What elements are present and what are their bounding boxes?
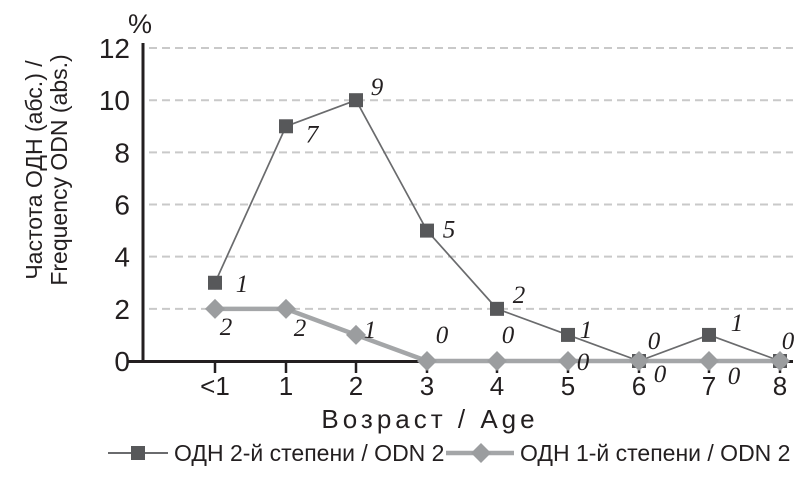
diamond-data-point	[699, 351, 719, 371]
gridlines	[149, 47, 793, 310]
y-tick-label: 4	[114, 242, 130, 273]
x-tick-label: 2	[349, 371, 363, 401]
x-tick-label: 8	[773, 371, 787, 401]
data-point-label: 0	[577, 349, 590, 376]
legend-item-odn1: ОДН 1-й степени / ODN 2	[446, 440, 790, 466]
y-unit-label: %	[128, 9, 152, 39]
data-point-label: 0	[728, 363, 741, 390]
y-tick-labels: 0 2 4 6 8 10 12	[99, 33, 130, 377]
square-marker-icon	[131, 446, 145, 460]
data-point-label: 9	[371, 74, 384, 101]
square-data-point	[490, 301, 504, 316]
y-axis-title-line1: Частота ОДН (абс.) /	[21, 60, 47, 280]
data-series	[205, 93, 790, 371]
y-tick-label: 10	[99, 85, 130, 116]
data-point-label: 0	[436, 322, 449, 349]
diamond-data-point	[558, 351, 578, 371]
square-data-point	[420, 223, 434, 238]
data-point-label: 1	[731, 310, 744, 337]
x-tick-labels: <1 1 2 3 4 5 6 7 8	[200, 371, 787, 401]
diamond-data-point	[417, 351, 437, 371]
diamond-data-point	[629, 351, 649, 371]
x-axis-title: Возраст / Age	[321, 404, 538, 434]
square-data-point	[208, 275, 222, 290]
data-point-label: 1	[364, 317, 377, 344]
square-data-point	[561, 327, 575, 342]
x-tick-label: <1	[200, 371, 230, 401]
data-point-label: 5	[443, 217, 456, 244]
x-tick-label: 6	[632, 371, 646, 401]
square-data-point	[279, 119, 293, 134]
legend: ОДН 2-й степени / ODN 2 ОДН 1-й степени …	[108, 440, 790, 466]
x-tick-label: 3	[420, 371, 434, 401]
diamond-data-point	[770, 351, 790, 371]
x-tick-label: 4	[490, 371, 504, 401]
legend-label-odn2: ОДН 2-й степени / ODN 2	[174, 440, 444, 466]
diamond-marker-icon	[471, 443, 491, 463]
y-tick-label: 12	[99, 33, 130, 64]
diamond-data-point	[346, 324, 366, 345]
diamond-data-point	[276, 298, 296, 319]
data-point-label: 2	[220, 314, 233, 341]
x-tick-label: 1	[279, 371, 293, 401]
y-axis-title-line2: Frequency ODN (abs.)	[46, 54, 72, 285]
y-tick-label: 2	[114, 294, 130, 325]
square-data-point	[349, 93, 363, 108]
data-point-label: 2	[513, 282, 526, 309]
data-point-label: 0	[502, 322, 515, 349]
y-tick-label: 6	[114, 190, 130, 221]
data-point-label: 0	[654, 361, 667, 388]
data-point-label: 7	[306, 121, 320, 148]
data-point-label: 1	[236, 271, 249, 298]
diamond-data-point	[487, 351, 507, 371]
legend-item-odn2: ОДН 2-й степени / ODN 2	[108, 440, 444, 466]
diamond-data-point	[205, 298, 225, 319]
data-point-label: 1	[580, 317, 593, 344]
data-point-label: 2	[294, 315, 307, 342]
data-point-label: 0	[782, 328, 795, 355]
square-data-point	[702, 327, 716, 342]
y-tick-label: 8	[114, 137, 130, 168]
x-tick-label: 7	[702, 371, 716, 401]
data-point-label: 0	[648, 328, 661, 355]
y-tick-label: 0	[114, 346, 130, 377]
x-tick-label: 5	[561, 371, 575, 401]
legend-label-odn1: ОДН 1-й степени / ODN 2	[520, 440, 790, 466]
